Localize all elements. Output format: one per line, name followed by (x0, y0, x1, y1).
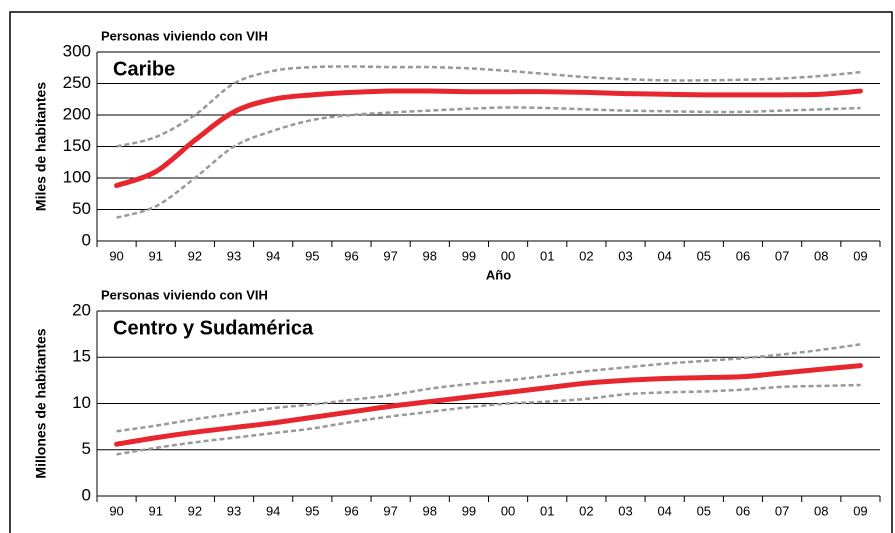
x-tick-label: 94 (266, 503, 280, 518)
x-tick-label: 05 (697, 503, 711, 518)
x-tick-label: 91 (148, 503, 162, 518)
line (116, 343, 861, 433)
x-tick-label: 92 (188, 248, 202, 263)
chart-title: Personas viviendo con VIH (101, 287, 268, 302)
y-tick-label: 0 (82, 230, 91, 249)
x-tick-label: 01 (540, 503, 554, 518)
x-tick-label: 97 (383, 248, 397, 263)
x-tick-label: 93 (227, 503, 241, 518)
x-tick-label: 01 (540, 248, 554, 263)
y-tick-label: 200 (63, 104, 91, 123)
x-tick-label: 08 (814, 248, 828, 263)
x-tick-label: 03 (618, 248, 632, 263)
x-tick-label: 00 (501, 248, 515, 263)
x-tick-label: 90 (109, 503, 123, 518)
x-tick-label: 06 (736, 248, 750, 263)
x-tick-label: 02 (579, 503, 593, 518)
x-tick-label: 92 (188, 503, 202, 518)
x-tick-label: 04 (657, 503, 671, 518)
x-tick-label: 90 (109, 248, 123, 263)
x-tick-label: 00 (501, 503, 515, 518)
x-tick-label: 06 (736, 503, 750, 518)
x-tick-label: 93 (227, 248, 241, 263)
x-tick-label: 98 (423, 503, 437, 518)
frame (9, 11, 893, 533)
y-tick-label: 150 (63, 136, 91, 155)
y-tick-label: 300 (63, 41, 91, 60)
y-tick-label: 50 (72, 199, 91, 218)
x-tick-label: 96 (344, 503, 358, 518)
x-tick-label: 04 (657, 248, 671, 263)
x-tick-label: 07 (775, 503, 789, 518)
x-tick-label: 99 (462, 248, 476, 263)
x-tick-label: 08 (814, 503, 828, 518)
line (114, 363, 863, 447)
line (116, 383, 861, 456)
x-tick-label: 98 (423, 248, 437, 263)
y-tick-label: 20 (72, 300, 91, 319)
x-tick-label: 95 (305, 248, 319, 263)
x-tick-label: 03 (618, 503, 632, 518)
x-tick-label: 91 (148, 248, 162, 263)
y-tick-label: 15 (72, 347, 91, 366)
y-tick-label: 100 (63, 167, 91, 186)
y-tick-label: 5 (82, 439, 91, 458)
line (116, 65, 861, 148)
line (114, 88, 863, 189)
y-axis-label: Millones de habitantes (33, 328, 49, 478)
x-tick-label: 95 (305, 503, 319, 518)
x-tick-label: 94 (266, 248, 280, 263)
y-tick-label: 0 (82, 485, 91, 504)
x-tick-label: 05 (697, 248, 711, 263)
line (116, 106, 861, 219)
x-tick-label: 09 (853, 248, 867, 263)
x-axis-label: Año (486, 267, 511, 282)
annotation: Caribe (113, 58, 175, 80)
y-axis-label: Miles de habitantes (33, 82, 49, 211)
x-tick-label: 09 (853, 503, 867, 518)
chart-title: Personas viviendo con VIH (101, 28, 268, 43)
x-tick-label: 99 (462, 503, 476, 518)
x-tick-label: 07 (775, 248, 789, 263)
y-tick-label: 250 (63, 73, 91, 92)
x-tick-label: 97 (383, 503, 397, 518)
y-tick-label: 10 (72, 393, 91, 412)
x-tick-label: 02 (579, 248, 593, 263)
annotation: Centro y Sudamérica (113, 317, 314, 339)
x-tick-label: 96 (344, 248, 358, 263)
